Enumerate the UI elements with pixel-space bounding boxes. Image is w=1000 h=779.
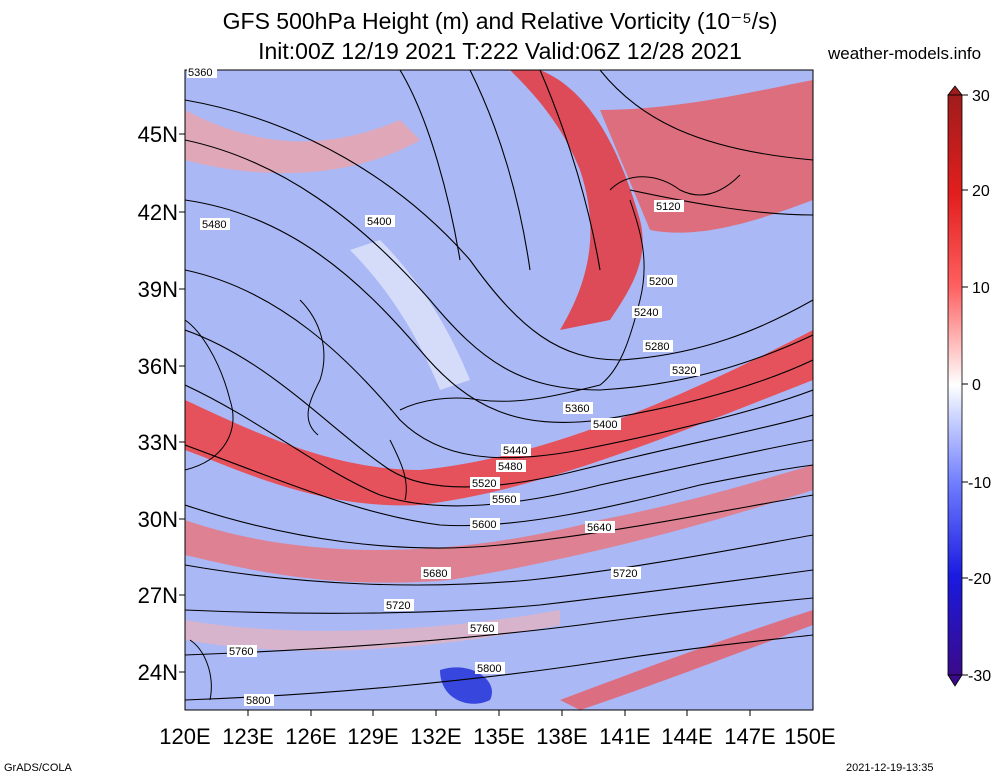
lon-label: 120E: [159, 724, 210, 749]
colorbar-max-arrow: [947, 85, 963, 96]
contour-label: 5440: [501, 444, 531, 457]
contour-label: 5280: [643, 340, 673, 353]
colorbar-tick-label: -20: [968, 571, 991, 588]
map-field: [185, 70, 813, 710]
contour-label: 5680: [421, 567, 451, 580]
svg-text:5720: 5720: [386, 600, 410, 612]
colorbar-tick-label: -30: [968, 668, 991, 685]
lat-label: 42N: [138, 200, 178, 225]
lat-label: 24N: [138, 660, 178, 685]
contour-label: 5640: [585, 521, 615, 534]
svg-text:5760: 5760: [229, 646, 253, 658]
contour-label: 5760: [227, 645, 257, 658]
svg-text:5680: 5680: [423, 568, 447, 580]
contour-label: 5120: [654, 200, 684, 213]
map-title-line2: Init:00Z 12/19 2021 T:222 Valid:06Z 12/2…: [258, 38, 742, 64]
svg-text:5800: 5800: [477, 663, 501, 675]
svg-text:5240: 5240: [634, 307, 658, 319]
lon-label: 135E: [473, 724, 524, 749]
lon-label: 141E: [599, 724, 650, 749]
contour-label: 5320: [670, 364, 700, 377]
lat-label: 36N: [138, 354, 178, 379]
site-label: weather-models.info: [828, 44, 982, 63]
svg-text:5800: 5800: [246, 695, 270, 707]
map-title-line1: GFS 500hPa Height (m) and Relative Vorti…: [222, 8, 778, 34]
contour-label: 5720: [384, 599, 414, 612]
contour-label: 5800: [475, 662, 505, 675]
contour-label: 5760: [468, 622, 498, 635]
contour-label: 5400: [365, 215, 395, 228]
lon-label: 129E: [347, 724, 398, 749]
footer-software: GrADS/COLA: [4, 762, 72, 774]
contour-label: 5560: [490, 493, 520, 506]
contour-label: 5720: [611, 567, 641, 580]
contour-label: 5800: [244, 694, 274, 707]
svg-text:5480: 5480: [202, 219, 226, 231]
svg-text:5720: 5720: [613, 568, 637, 580]
svg-text:5560: 5560: [492, 494, 516, 506]
lat-label: 33N: [138, 430, 178, 455]
lon-ticks: [247, 710, 751, 716]
svg-text:5760: 5760: [470, 623, 494, 635]
svg-text:5440: 5440: [503, 445, 527, 457]
lat-ticks: [179, 133, 185, 673]
coastline: [185, 174, 741, 701]
colorbar-min-arrow: [947, 674, 963, 687]
lon-label: 147E: [724, 724, 775, 749]
lon-label: 126E: [285, 724, 336, 749]
svg-text:5600: 5600: [472, 519, 496, 531]
lat-label: 45N: [138, 122, 178, 147]
lon-label: 138E: [536, 724, 587, 749]
svg-text:5360: 5360: [188, 67, 212, 79]
svg-text:5280: 5280: [645, 341, 669, 353]
contour-label: 5400: [591, 418, 621, 431]
lon-label: 150E: [784, 724, 835, 749]
colorbar-tick-label: 20: [972, 183, 990, 200]
lon-label: 132E: [410, 724, 461, 749]
svg-text:5360: 5360: [565, 403, 589, 415]
svg-text:5400: 5400: [367, 216, 391, 228]
colorbar-tick-label: 0: [972, 377, 981, 394]
svg-text:5200: 5200: [649, 276, 673, 288]
contour-label: 5360: [187, 66, 217, 79]
colorbar-tick-label: 10: [972, 280, 990, 297]
contour-label: 5480: [496, 460, 526, 473]
lon-label: 144E: [661, 724, 712, 749]
colorbar-scale: [947, 94, 963, 676]
lon-label: 123E: [222, 724, 273, 749]
lat-label: 27N: [138, 583, 178, 608]
svg-text:5320: 5320: [672, 365, 696, 377]
lat-axis: 45N 42N 39N 36N 33N 30N 27N 24N: [138, 122, 178, 685]
lat-label: 30N: [138, 507, 178, 532]
contour-label: 5480: [200, 218, 230, 231]
svg-text:5120: 5120: [656, 201, 680, 213]
contour-label: 5360: [563, 402, 593, 415]
contour-label: 5600: [470, 518, 500, 531]
colorbar: 30 20 10 0 -10 -20 -30: [947, 85, 991, 687]
svg-text:5400: 5400: [593, 419, 617, 431]
contour-label: 5520: [470, 477, 500, 490]
svg-text:5480: 5480: [498, 461, 522, 473]
lon-axis: 120E 123E 126E 129E 132E 135E 138E 141E …: [159, 724, 835, 749]
contour-labels: 5360 5480 5400 5120 5200 5240 5280 5320 …: [187, 66, 700, 707]
colorbar-tick-label: 30: [972, 88, 990, 105]
contour-label: 5240: [632, 306, 662, 319]
lat-label: 39N: [138, 277, 178, 302]
colorbar-tick-label: -10: [968, 475, 991, 492]
svg-text:5520: 5520: [472, 478, 496, 490]
svg-text:5640: 5640: [587, 522, 611, 534]
contour-label: 5200: [647, 275, 677, 288]
footer-timestamp: 2021-12-19-13:35: [846, 762, 934, 774]
